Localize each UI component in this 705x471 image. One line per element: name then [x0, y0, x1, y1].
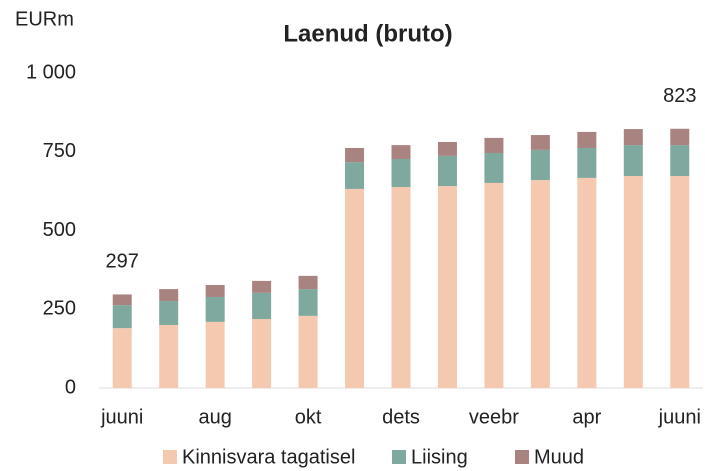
x-tick-label: veebr — [469, 406, 519, 428]
legend-swatch — [515, 450, 529, 464]
x-tick-label: juuni — [658, 406, 701, 428]
bar-segment — [298, 315, 318, 388]
legend-label: Muud — [534, 446, 584, 468]
y-axis-label: EURm — [15, 8, 74, 30]
bar-segment — [391, 187, 411, 388]
y-tick-label: 500 — [43, 219, 76, 241]
bar-segment — [159, 289, 179, 302]
bar-segment — [252, 319, 272, 388]
bar-segment — [205, 321, 225, 388]
legend-swatch — [392, 450, 406, 464]
bar-segment — [670, 176, 690, 388]
bar-segment — [577, 131, 597, 148]
bar-segment — [345, 147, 365, 163]
total-label: 823 — [663, 85, 696, 107]
bar-segment — [484, 153, 504, 183]
chart-title: Laenud (bruto) — [283, 20, 452, 47]
bar-segment — [530, 149, 550, 181]
bar-segment — [252, 280, 272, 293]
bar-segment — [530, 135, 550, 150]
bar-segment — [205, 284, 225, 297]
legend-swatch — [163, 450, 177, 464]
bar-segment — [159, 301, 179, 325]
bar-segment — [484, 182, 504, 388]
bar-segment — [205, 296, 225, 322]
bar-segment — [623, 145, 643, 177]
x-tick-label: juuni — [100, 406, 143, 428]
bar-segment — [391, 145, 411, 159]
bar-segment — [112, 294, 132, 306]
y-tick-label: 250 — [43, 298, 76, 320]
bar-segment — [437, 155, 457, 187]
x-tick-label: apr — [572, 406, 601, 428]
x-tick-label: okt — [295, 406, 322, 428]
bar-segment — [623, 176, 643, 388]
y-tick-label: 750 — [43, 140, 76, 162]
bar-segment — [391, 158, 411, 188]
x-tick-label: dets — [382, 406, 420, 428]
y-tick-label: 0 — [65, 376, 76, 398]
bar-segment — [670, 128, 690, 146]
y-tick-label: 1 000 — [26, 61, 76, 83]
bar-segment — [437, 141, 457, 156]
bar-segment — [623, 129, 643, 146]
bar-segment — [437, 186, 457, 388]
bar-segment — [112, 328, 132, 388]
bar-segment — [298, 289, 318, 316]
bar-segment — [298, 275, 318, 290]
total-label: 297 — [106, 251, 139, 273]
bar-segment — [577, 177, 597, 388]
bar-segment — [577, 147, 597, 178]
bar-segment — [252, 292, 272, 320]
legend-label: Kinnisvara tagatisel — [182, 446, 355, 468]
legend-label: Liising — [411, 446, 468, 468]
x-tick-label: aug — [198, 406, 231, 428]
bar-segment — [112, 305, 132, 329]
bar-segment — [345, 188, 365, 388]
bar-segment — [345, 162, 365, 189]
bar-segment — [670, 145, 690, 177]
bar-segment — [530, 180, 550, 388]
bar-segment — [159, 325, 179, 388]
bar-segment — [484, 137, 504, 154]
